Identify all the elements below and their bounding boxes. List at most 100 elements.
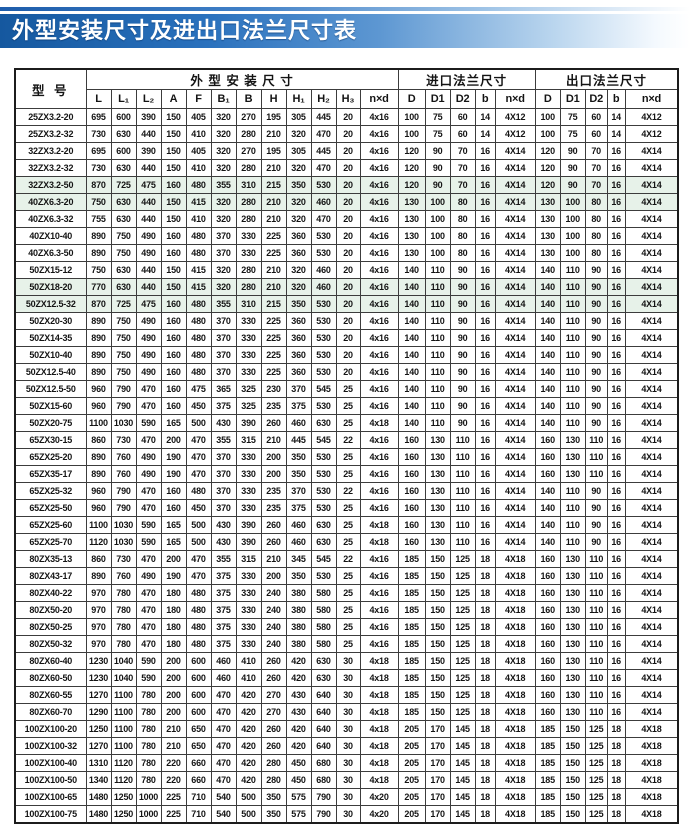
value-cell: 4x16 — [359, 125, 399, 143]
value-cell: 415 — [185, 193, 212, 211]
value-cell: 375 — [210, 584, 237, 602]
value-cell: 125 — [584, 737, 608, 755]
value-cell: 440 — [135, 159, 162, 177]
value-cell: 75 — [424, 108, 451, 126]
value-cell: 320 — [210, 125, 237, 143]
value-cell: 70 — [584, 176, 608, 194]
model-cell: 65ZX25-32 — [14, 482, 87, 500]
value-cell: 375 — [210, 567, 237, 585]
value-cell: 470 — [310, 159, 337, 177]
value-cell: 730 — [110, 550, 137, 568]
value-cell: 60 — [449, 108, 476, 126]
value-cell: 16 — [606, 227, 626, 245]
value-cell: 4x16 — [359, 482, 399, 500]
value-cell: 90 — [584, 499, 608, 517]
value-cell: 110 — [449, 482, 476, 500]
value-cell: 330 — [235, 227, 262, 245]
value-cell: 4x16 — [359, 499, 399, 517]
value-cell: 4X14 — [494, 448, 536, 466]
value-cell: 4x18 — [359, 686, 399, 704]
value-cell: 960 — [85, 397, 112, 415]
value-cell: 280 — [235, 159, 262, 177]
value-cell: 780 — [110, 584, 137, 602]
value-cell: 4x16 — [359, 618, 399, 636]
value-cell: 130 — [397, 210, 426, 228]
value-cell: 4X18 — [494, 720, 536, 738]
value-cell: 20 — [335, 176, 361, 194]
value-cell: 16 — [606, 584, 626, 602]
value-cell: 110 — [449, 516, 476, 534]
value-cell: 140 — [397, 346, 426, 364]
value-cell: 490 — [135, 363, 162, 381]
value-cell: 4x16 — [359, 142, 399, 160]
value-cell: 185 — [397, 635, 426, 653]
value-cell: 170 — [424, 805, 451, 823]
value-cell: 355 — [210, 295, 237, 313]
value-cell: 1230 — [85, 652, 112, 670]
value-cell: 4x16 — [359, 584, 399, 602]
value-cell: 460 — [285, 533, 312, 551]
model-cell: 100ZX100-50 — [14, 771, 87, 789]
value-cell: 16 — [606, 516, 626, 534]
value-cell: 25 — [335, 516, 361, 534]
value-cell: 18 — [474, 669, 496, 687]
value-cell: 16 — [606, 159, 626, 177]
value-cell: 200 — [160, 686, 187, 704]
value-cell: 600 — [185, 669, 212, 687]
value-cell: 110 — [559, 295, 586, 313]
value-cell: 130 — [559, 635, 586, 653]
model-cell: 80ZX60-55 — [14, 686, 87, 704]
value-cell: 150 — [559, 737, 586, 755]
value-cell: 370 — [210, 363, 237, 381]
model-cell: 32ZX3.2-50 — [14, 176, 87, 194]
value-cell: 4X14 — [624, 499, 679, 517]
value-cell: 760 — [110, 448, 137, 466]
value-cell: 90 — [449, 380, 476, 398]
value-cell: 150 — [424, 652, 451, 670]
model-cell: 40ZX6.3-20 — [14, 193, 87, 211]
value-cell: 120 — [397, 159, 426, 177]
value-cell: 90 — [584, 516, 608, 534]
value-cell: 4X18 — [494, 703, 536, 721]
value-cell: 125 — [449, 652, 476, 670]
value-cell: 110 — [424, 295, 451, 313]
value-cell: 1000 — [135, 805, 162, 823]
value-cell: 14 — [606, 125, 626, 143]
value-cell: 110 — [424, 397, 451, 415]
value-cell: 480 — [185, 227, 212, 245]
value-cell: 4x18 — [359, 771, 399, 789]
value-cell: 90 — [449, 295, 476, 313]
value-cell: 330 — [235, 499, 262, 517]
value-cell: 80 — [584, 227, 608, 245]
value-cell: 100 — [559, 244, 586, 262]
value-cell: 390 — [135, 108, 162, 126]
value-cell: 225 — [260, 227, 287, 245]
value-cell: 4X18 — [624, 720, 679, 738]
value-cell: 780 — [135, 754, 162, 772]
value-cell: 20 — [335, 227, 361, 245]
value-cell: 480 — [185, 584, 212, 602]
value-cell: 580 — [310, 618, 337, 636]
value-cell: 460 — [210, 669, 237, 687]
value-cell: 280 — [235, 210, 262, 228]
column-header: H₂ — [310, 89, 337, 109]
value-cell: 16 — [474, 278, 496, 296]
value-cell: 780 — [135, 771, 162, 789]
value-cell: 4x18 — [359, 720, 399, 738]
value-cell: 160 — [534, 669, 561, 687]
value-cell: 370 — [210, 482, 237, 500]
value-cell: 4X14 — [624, 380, 679, 398]
value-cell: 70 — [584, 159, 608, 177]
value-cell: 235 — [260, 482, 287, 500]
value-cell: 100 — [559, 210, 586, 228]
value-cell: 4X14 — [624, 227, 679, 245]
value-cell: 530 — [310, 346, 337, 364]
value-cell: 90 — [559, 176, 586, 194]
model-cell: 80ZX60-70 — [14, 703, 87, 721]
value-cell: 480 — [185, 363, 212, 381]
value-cell: 4X14 — [624, 652, 679, 670]
value-cell: 4x16 — [359, 567, 399, 585]
table-row: 80ZX50-20 970 780 470 180 480 375 330 240 380 580 2… — [14, 601, 679, 619]
value-cell: 450 — [185, 397, 212, 415]
value-cell: 110 — [559, 363, 586, 381]
